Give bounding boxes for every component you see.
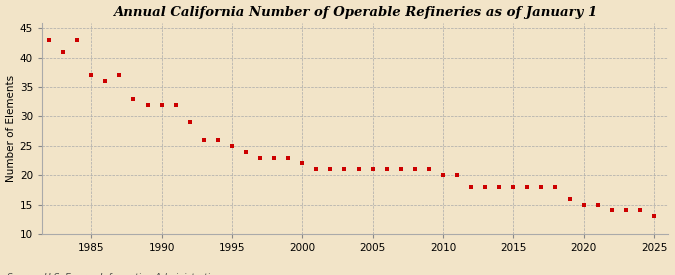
Point [227, 144, 238, 148]
Point [142, 103, 153, 107]
Point [494, 185, 505, 189]
Point [423, 167, 434, 172]
Point [86, 73, 97, 78]
Point [198, 138, 209, 142]
Text: Source: U.S. Energy Information Administration: Source: U.S. Energy Information Administ… [7, 274, 221, 275]
Point [325, 167, 335, 172]
Point [184, 120, 195, 125]
Point [466, 185, 477, 189]
Point [311, 167, 322, 172]
Point [114, 73, 125, 78]
Point [564, 196, 575, 201]
Point [100, 79, 111, 83]
Point [254, 155, 265, 160]
Point [522, 185, 533, 189]
Y-axis label: Number of Elements: Number of Elements [5, 75, 16, 182]
Point [57, 50, 68, 54]
Point [578, 202, 589, 207]
Point [508, 185, 518, 189]
Point [367, 167, 378, 172]
Point [156, 103, 167, 107]
Point [620, 208, 631, 213]
Point [283, 155, 294, 160]
Point [410, 167, 421, 172]
Point [297, 161, 308, 166]
Point [381, 167, 392, 172]
Title: Annual California Number of Operable Refineries as of January 1: Annual California Number of Operable Ref… [113, 6, 597, 18]
Point [213, 138, 223, 142]
Point [72, 38, 82, 42]
Point [649, 214, 659, 219]
Point [240, 150, 251, 154]
Point [269, 155, 279, 160]
Point [480, 185, 491, 189]
Point [592, 202, 603, 207]
Point [44, 38, 55, 42]
Point [396, 167, 406, 172]
Point [353, 167, 364, 172]
Point [128, 97, 139, 101]
Point [606, 208, 617, 213]
Point [170, 103, 181, 107]
Point [536, 185, 547, 189]
Point [339, 167, 350, 172]
Point [452, 173, 462, 177]
Point [550, 185, 561, 189]
Point [634, 208, 645, 213]
Point [437, 173, 448, 177]
